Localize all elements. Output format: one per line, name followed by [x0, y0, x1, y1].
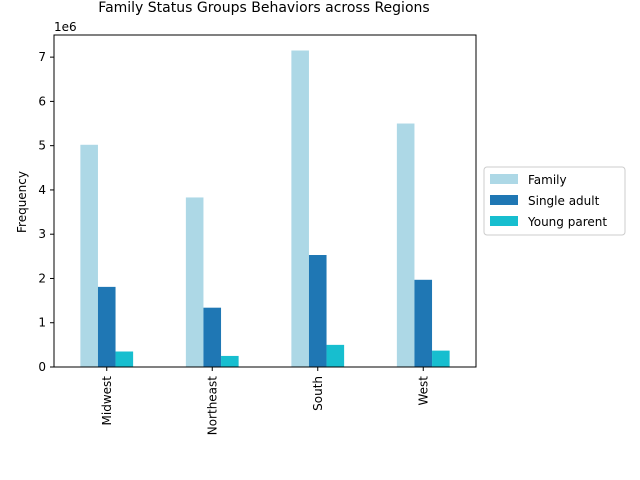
legend-frame	[483, 166, 626, 236]
x-tick-label-northeast: Northeast	[205, 376, 219, 436]
x-tick-label-south: South	[311, 376, 325, 411]
legend-swatch-young-parent	[490, 216, 518, 226]
plot-area: 0 1 2 3 4 5 6 7 Midwest Northeast South West	[38, 34, 477, 436]
legend-swatch-single-adult	[490, 195, 518, 205]
bar-single-adult-west	[414, 279, 433, 367]
legend-label-family: Family	[528, 173, 567, 187]
bar-single-adult-northeast	[203, 307, 222, 367]
y-tick-label: 0	[38, 360, 46, 374]
legend-label-young-parent: Young parent	[527, 215, 607, 229]
bar-young-parent-west	[432, 350, 450, 367]
x-tick-label-west: West	[416, 376, 430, 406]
bar-family-midwest	[80, 144, 98, 367]
y-offset-label: 1e6	[54, 20, 77, 34]
plot-frame	[53, 34, 477, 368]
y-tick-label: 3	[38, 227, 46, 241]
y-tick-label: 4	[38, 183, 46, 197]
bar-young-parent-south	[326, 344, 345, 367]
bar-family-west	[396, 123, 415, 368]
bar-young-parent-midwest	[115, 351, 134, 367]
x-tick-label-midwest: Midwest	[100, 376, 114, 426]
legend-swatch-family	[490, 174, 518, 184]
y-tick-label: 5	[38, 139, 46, 153]
chart-title: Family Status Groups Behaviors across Re…	[98, 0, 429, 16]
y-tick-label: 6	[38, 94, 46, 108]
legend-label-single-adult: Single adult	[528, 194, 600, 208]
bar-family-northeast	[185, 197, 204, 367]
bar-single-adult-south	[308, 255, 327, 367]
bar-single-adult-midwest	[97, 286, 116, 367]
y-axis-label: Frequency	[15, 171, 29, 233]
bar-family-south	[291, 50, 309, 367]
y-tick-label: 1	[38, 316, 46, 330]
legend: Family Single adult Young parent	[483, 166, 626, 236]
y-tick-label: 7	[38, 50, 46, 64]
y-tick-label: 2	[38, 271, 46, 285]
bar-young-parent-northeast	[221, 355, 239, 367]
